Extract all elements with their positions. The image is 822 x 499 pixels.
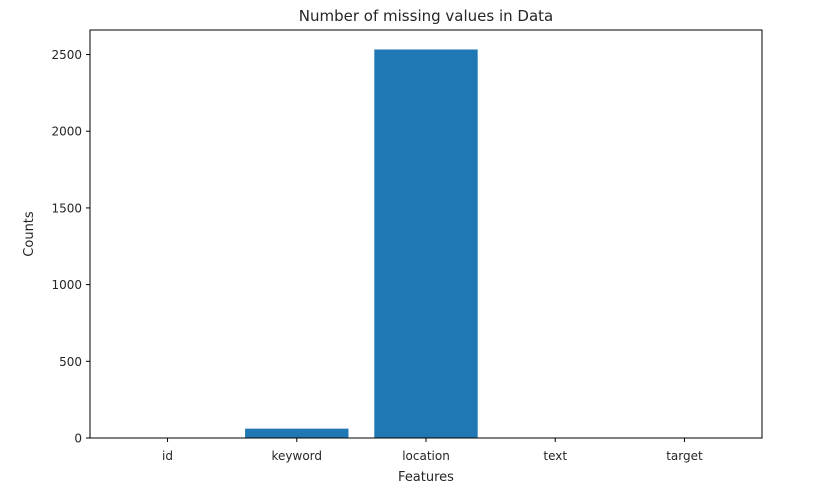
y-tick-label: 2500 xyxy=(51,48,82,62)
x-tick-label-id: id xyxy=(162,449,173,463)
y-tick-label: 0 xyxy=(74,432,82,446)
x-axis: id keyword location text target xyxy=(162,438,703,463)
bars-layer xyxy=(245,49,478,438)
y-tick-label: 1500 xyxy=(51,201,82,215)
x-axis-label: Features xyxy=(398,470,454,485)
y-tick-label: 1000 xyxy=(51,278,82,292)
x-tick-label-keyword: keyword xyxy=(272,449,323,463)
y-tick-label: 2000 xyxy=(51,125,82,139)
y-axis-label: Counts xyxy=(22,211,37,257)
x-tick-label-target: target xyxy=(666,449,703,463)
bar-keyword xyxy=(245,428,349,438)
x-tick-label-location: location xyxy=(402,449,450,463)
chart-title: Number of missing values in Data xyxy=(299,7,553,25)
y-axis: 0 500 1000 1500 2000 2500 xyxy=(51,48,90,446)
x-tick-label-text: text xyxy=(543,449,567,463)
bar-location xyxy=(374,49,478,438)
y-tick-label: 500 xyxy=(59,355,82,369)
